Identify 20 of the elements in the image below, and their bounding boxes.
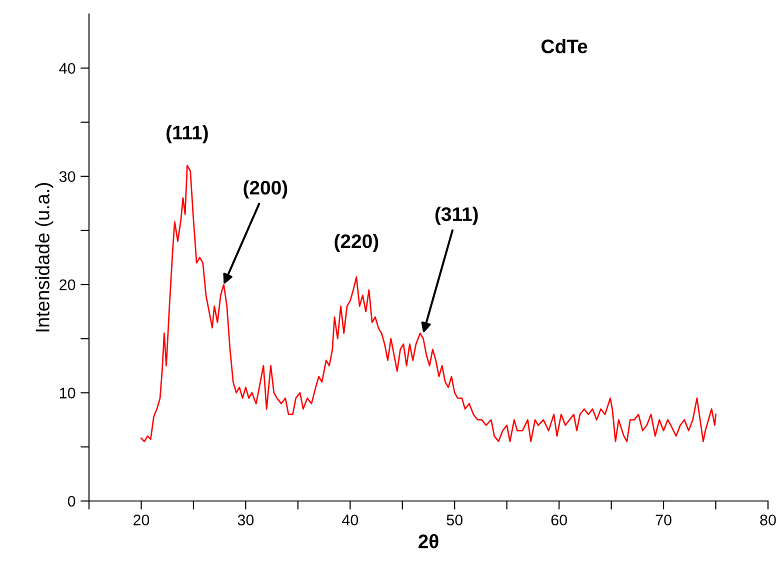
annotation: (220): [334, 234, 378, 252]
y-tick-label: 40: [59, 62, 76, 74]
y-tick-label: 0: [68, 496, 76, 507]
x-tick-label: 40: [342, 514, 358, 526]
x-tick-label: 80: [760, 514, 776, 526]
annotation: (311): [435, 206, 478, 225]
x-tick-label: 50: [446, 514, 463, 526]
y-tick-label: 10: [60, 388, 76, 398]
y-tick-label: 20: [60, 279, 76, 290]
x-tick-label: 70: [656, 514, 672, 526]
y-axis-title: Intensidade (u.a.): [35, 183, 54, 332]
annotation: CdTe: [542, 39, 588, 54]
annotation: (111): [166, 125, 208, 144]
x-axis-title: 2θ: [418, 534, 438, 548]
x-tick-label: 20: [134, 514, 150, 526]
x-tick-label: 30: [238, 514, 254, 526]
annotation: (200): [244, 180, 288, 198]
x-tick-label: 60: [551, 514, 567, 526]
y-tick-label: 30: [59, 171, 76, 182]
line-series: [140, 164, 716, 442]
